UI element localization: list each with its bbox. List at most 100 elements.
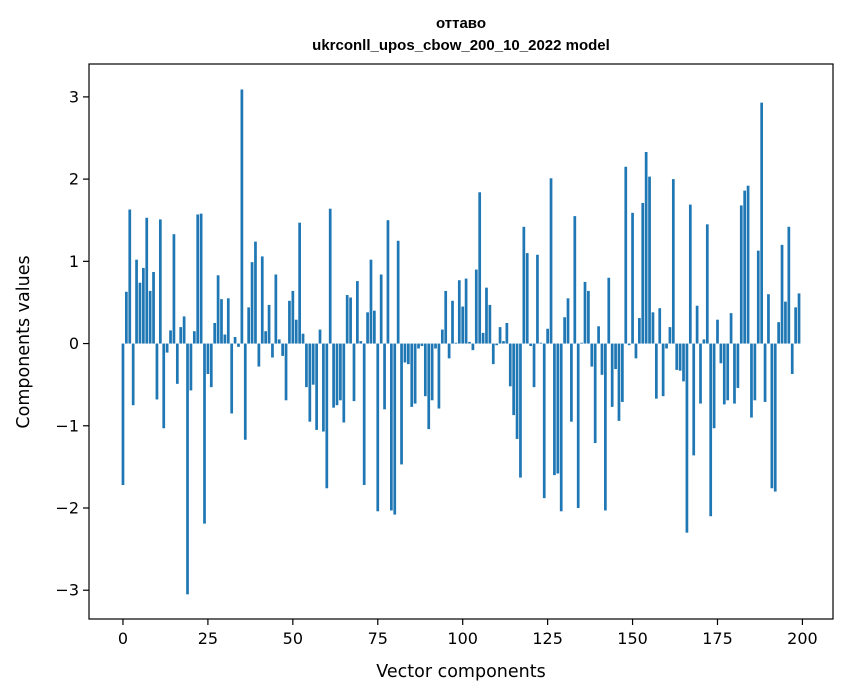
bar-6 — [142, 267, 145, 344]
bar-25 — [206, 343, 210, 374]
bar-101 — [464, 278, 468, 344]
bar-56 — [311, 343, 315, 385]
bar-190 — [767, 294, 770, 344]
bar-35 — [240, 89, 244, 344]
bar-124 — [542, 343, 546, 499]
bar-87 — [417, 343, 420, 349]
bar-73 — [369, 259, 373, 344]
y-axis: −3 −2 −1 0 1 2 3 — [55, 87, 89, 600]
bar-148 — [624, 166, 628, 344]
bar-98 — [454, 342, 458, 344]
bar-93 — [437, 343, 441, 409]
chart-title-line-2: ukrconll_upos_cbow_200_10_2022 model — [312, 37, 610, 54]
bar-84 — [406, 343, 410, 365]
bars-group — [121, 89, 801, 595]
x-axis: 0 25 50 75 100 125 150 175 200 — [118, 619, 818, 648]
bar-49 — [288, 300, 291, 344]
bar-143 — [607, 277, 611, 344]
bar-26 — [209, 343, 213, 388]
bar-11 — [158, 219, 162, 344]
y-tick-label: 1 — [69, 252, 79, 271]
bar-103 — [471, 343, 475, 351]
bar-58 — [318, 329, 322, 344]
bar-139 — [593, 343, 597, 444]
bar-85 — [410, 343, 414, 407]
bar-166 — [685, 343, 689, 533]
x-tick-label: 125 — [532, 629, 563, 648]
bar-42 — [264, 331, 268, 344]
bar-29 — [220, 299, 223, 344]
bar-45 — [274, 274, 278, 344]
bar-131 — [566, 298, 570, 344]
bar-172 — [705, 224, 709, 344]
bar-136 — [583, 281, 587, 344]
bar-176 — [719, 343, 723, 364]
bar-36 — [243, 343, 247, 440]
bar-8 — [148, 290, 152, 344]
bar-76 — [379, 274, 383, 344]
bar-3 — [131, 343, 135, 406]
bar-126 — [549, 178, 553, 344]
bar-110 — [495, 343, 499, 346]
bar-64 — [339, 343, 342, 401]
bar-97 — [451, 300, 454, 344]
bar-2 — [128, 209, 132, 344]
bar-118 — [522, 226, 526, 344]
bar-167 — [688, 204, 692, 344]
bar-161 — [668, 327, 672, 344]
bar-7 — [145, 217, 149, 344]
bar-140 — [597, 326, 600, 344]
bar-147 — [621, 343, 624, 402]
bar-173 — [709, 343, 713, 517]
bar-61 — [328, 208, 332, 344]
y-tick-label: −1 — [55, 416, 79, 435]
y-tick-label: 3 — [69, 87, 79, 106]
bar-158 — [658, 308, 662, 344]
plot-area-frame — [88, 63, 834, 620]
bar-185 — [750, 343, 753, 418]
bar-133 — [573, 216, 577, 344]
bar-48 — [284, 343, 288, 401]
bar-67 — [349, 297, 352, 344]
bar-62 — [332, 343, 335, 408]
bar-5 — [138, 282, 142, 344]
bar-135 — [580, 342, 583, 344]
bar-107 — [485, 287, 488, 344]
bar-199 — [797, 293, 801, 344]
bar-141 — [600, 343, 604, 375]
bar-186 — [753, 343, 757, 401]
bar-104 — [474, 269, 478, 344]
bar-168 — [692, 343, 696, 456]
bar-23 — [199, 213, 203, 344]
bar-198 — [794, 307, 797, 344]
bar-100 — [461, 306, 465, 344]
y-tick-label: −3 — [55, 581, 79, 600]
x-tick-label: 100 — [447, 629, 478, 648]
bar-196 — [787, 226, 791, 344]
bar-159 — [661, 343, 665, 397]
bar-54 — [305, 343, 308, 388]
bar-174 — [712, 343, 716, 429]
bar-32 — [230, 343, 234, 414]
bar-52 — [298, 222, 301, 344]
bar-10 — [155, 343, 159, 400]
bar-163 — [675, 343, 679, 370]
bar-160 — [665, 343, 668, 349]
bar-146 — [617, 343, 621, 421]
bar-177 — [722, 343, 726, 405]
bar-9 — [152, 272, 155, 344]
bar-69 — [356, 281, 359, 344]
bar-169 — [695, 305, 699, 344]
bar-191 — [770, 343, 774, 489]
bar-12 — [162, 343, 166, 429]
bar-47 — [281, 343, 284, 356]
bar-74 — [373, 310, 376, 344]
bar-132 — [570, 343, 573, 422]
bar-71 — [362, 343, 366, 485]
bar-21 — [192, 331, 196, 344]
bar-134 — [576, 343, 580, 508]
bar-156 — [651, 312, 655, 344]
bar-94 — [440, 329, 444, 344]
bar-27 — [213, 323, 217, 344]
